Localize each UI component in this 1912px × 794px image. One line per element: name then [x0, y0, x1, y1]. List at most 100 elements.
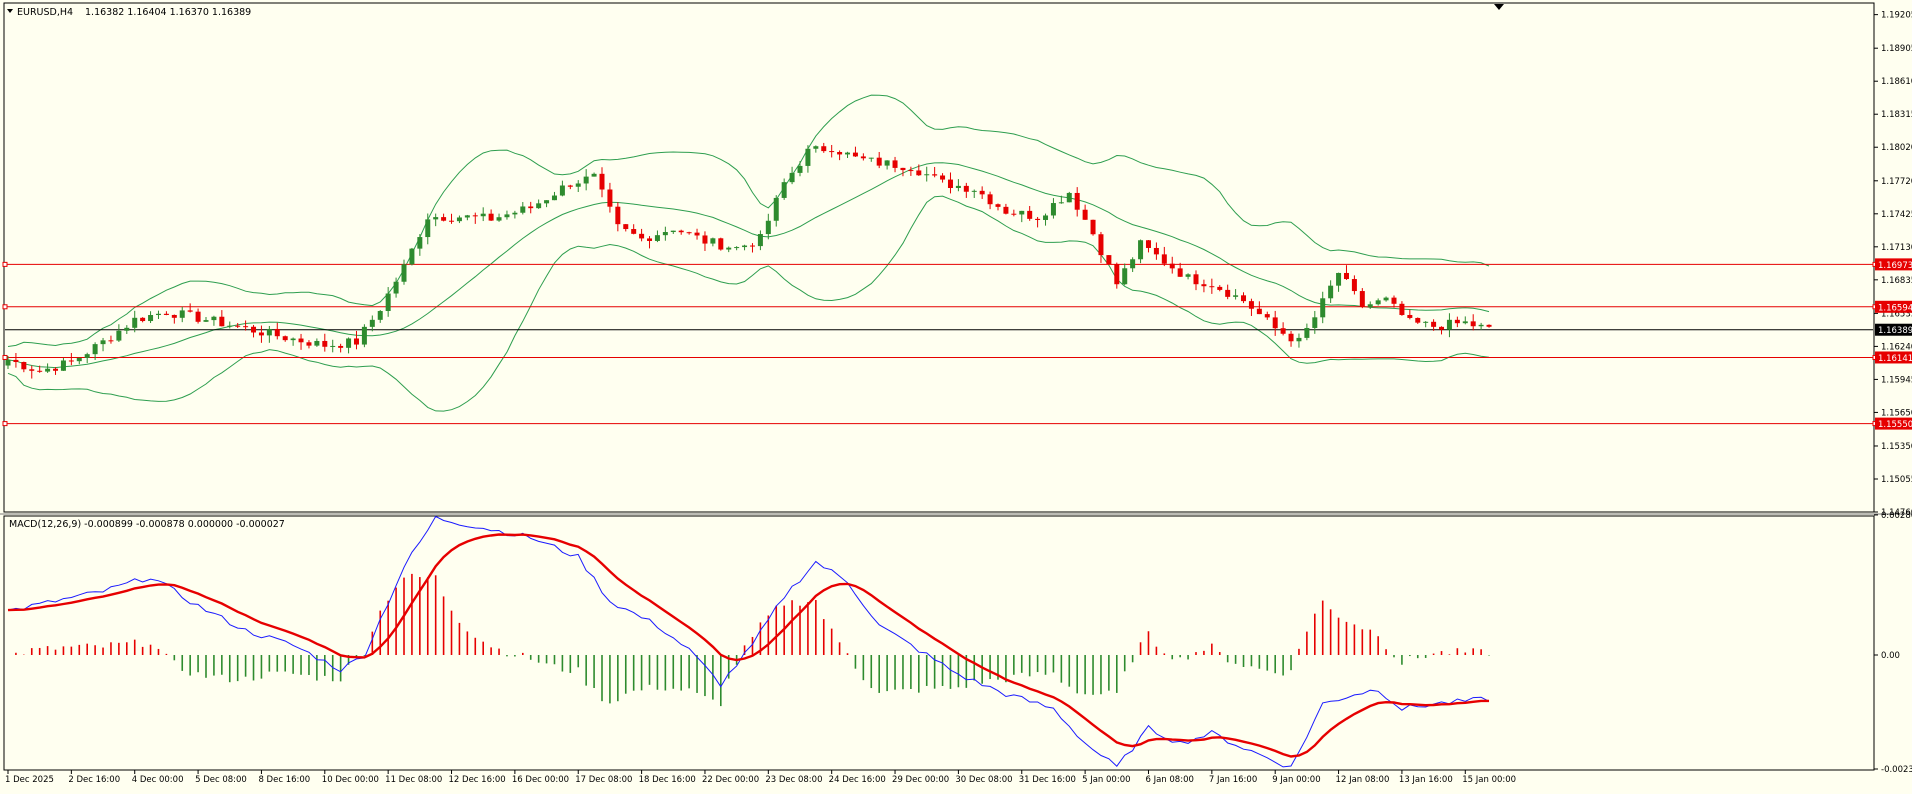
candle-body [615, 206, 621, 225]
price-tick-label: 1.18020 [1881, 143, 1912, 153]
candle-body [116, 330, 122, 341]
price-tick-label: 1.17130 [1881, 243, 1912, 253]
candle-body [1241, 295, 1247, 302]
candle-body [536, 203, 542, 209]
candle-body [694, 232, 700, 236]
price-tick-label: 1.15350 [1881, 442, 1912, 452]
candle-body [456, 217, 462, 222]
macd-readout: MACD(12,26,9) -0.000899 -0.000878 0.0000… [9, 519, 285, 530]
candle-body [686, 232, 692, 234]
macd-histogram [15, 573, 1490, 707]
candle-body [647, 238, 653, 241]
time-tick-label: 31 Dec 16:00 [1019, 775, 1076, 785]
candle-body [464, 215, 470, 218]
candle-body [258, 332, 264, 336]
macd-axis: 0.002862 0.00 -0.00233 [1874, 511, 1912, 775]
candle-body [734, 247, 740, 249]
candle-body [607, 189, 613, 207]
candle-body [876, 157, 882, 166]
candle-body [520, 206, 526, 213]
candle-body [5, 359, 11, 366]
price-tick-label: 1.15945 [1881, 375, 1912, 385]
candle-body [219, 316, 225, 327]
candle-body [654, 235, 660, 241]
candle-body [742, 245, 748, 248]
symbol-menu-icon[interactable] [7, 9, 13, 13]
candle-body [1145, 240, 1151, 248]
candle-body [1138, 240, 1144, 260]
macd-lines [7, 515, 1490, 768]
candle-body [504, 214, 510, 218]
price-tick-label: 1.17720 [1881, 177, 1912, 187]
candle-body [21, 362, 27, 370]
candle-body [472, 215, 478, 217]
candle-body [1470, 321, 1476, 327]
candle-body [53, 368, 59, 371]
candle-body [829, 151, 835, 153]
candle-body [306, 342, 312, 346]
candle-body [346, 338, 352, 348]
candle-body [639, 233, 645, 239]
candle-body [488, 213, 494, 221]
candle-body [1066, 192, 1072, 203]
candle-body [84, 354, 90, 358]
candle-body [45, 368, 51, 372]
time-tick-label: 13 Jan 16:00 [1399, 775, 1453, 785]
candle-body [266, 328, 272, 336]
candle-body [845, 152, 851, 155]
chart-shift-marker-icon[interactable] [1494, 4, 1504, 10]
candle-body [932, 174, 938, 176]
candle-body [797, 165, 803, 173]
candle-body [1011, 213, 1017, 215]
time-tick-label: 6 Jan 08:00 [1145, 775, 1193, 785]
candle-body [631, 229, 637, 234]
candle-body [1328, 285, 1334, 299]
candle-body [623, 224, 629, 230]
candle-body [1375, 300, 1381, 305]
candle-body [1264, 314, 1270, 318]
candle-body [155, 313, 161, 316]
price-tick-label: 1.16535 [1881, 309, 1912, 319]
candle-body [353, 338, 359, 345]
level-price-label: 1.16973 [1878, 261, 1912, 271]
time-tick-label: 24 Dec 16:00 [829, 775, 886, 785]
candle-body [892, 160, 898, 168]
candle-body [171, 314, 177, 318]
candle-body [583, 176, 589, 184]
candle-body [1035, 218, 1041, 220]
candle-body [1225, 289, 1231, 297]
candle-body [60, 360, 66, 371]
candle-body [1058, 202, 1064, 204]
candle-body [670, 230, 676, 233]
candle-body [765, 220, 771, 235]
symbol-label: EURUSD,H4 [17, 7, 73, 18]
time-tick-label: 10 Dec 00:00 [322, 775, 379, 785]
time-tick-label: 12 Jan 08:00 [1336, 775, 1390, 785]
candle-body [837, 152, 843, 155]
candle-body [1296, 337, 1302, 342]
horizontal-levels[interactable] [2, 261, 1878, 427]
candle-body [821, 146, 827, 152]
candle-body [1320, 298, 1326, 318]
candle-body [963, 185, 969, 192]
macd-signal-line [7, 533, 1489, 758]
candle-body [1383, 297, 1389, 301]
time-tick-label: 12 Dec 16:00 [449, 775, 506, 785]
candle-body [338, 345, 344, 348]
candle-body [377, 311, 383, 320]
candlesticks [5, 142, 1492, 379]
time-tick-label: 9 Jan 00:00 [1272, 775, 1320, 785]
candle-body [1336, 272, 1342, 286]
time-axis: 1 Dec 2025 2 Dec 16:00 4 Dec 00:00 5 Dec 08… [5, 770, 1516, 785]
candle-body [132, 317, 138, 328]
candle-body [1415, 317, 1421, 323]
level-anchor [2, 261, 8, 267]
candle-body [322, 340, 328, 347]
candle-body [282, 336, 288, 341]
time-tick-label: 1 Dec 2025 [5, 775, 54, 785]
bollinger-middle [7, 162, 1490, 369]
candle-body [211, 316, 217, 321]
